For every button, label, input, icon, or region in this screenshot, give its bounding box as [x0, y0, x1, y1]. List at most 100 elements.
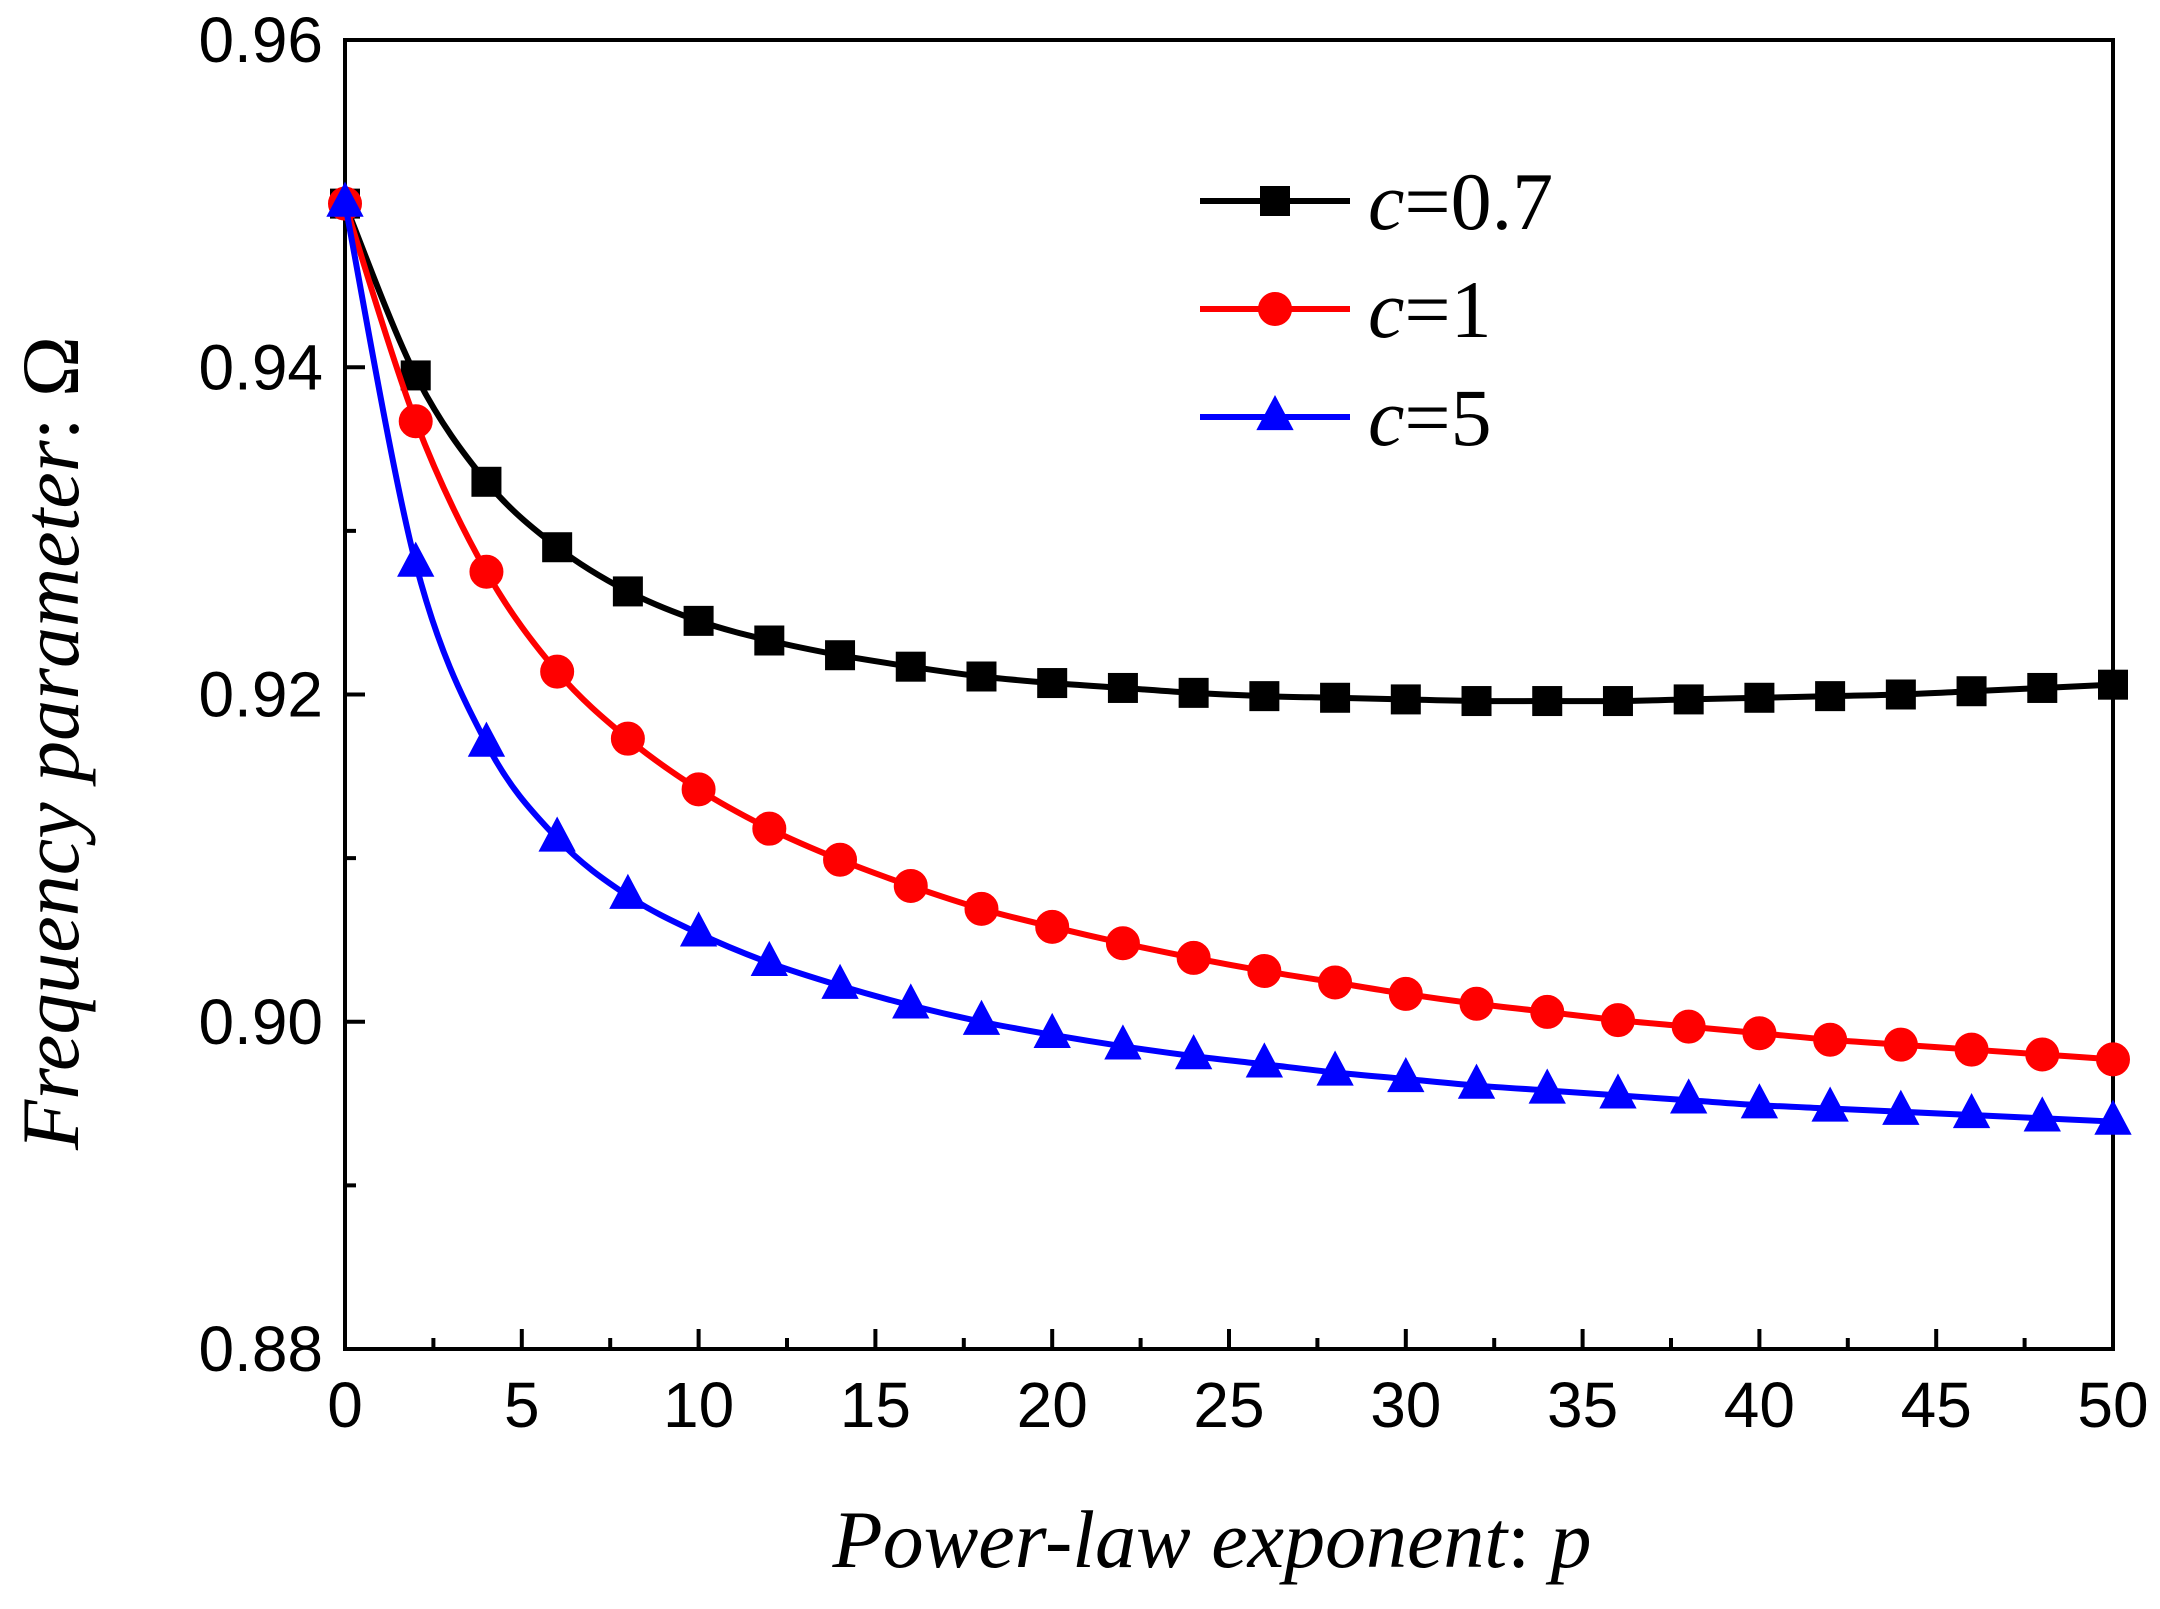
x-tick-label: 30: [1370, 1369, 1441, 1441]
x-tick-label: 50: [2077, 1369, 2148, 1441]
data-point: [1882, 1089, 1920, 1125]
x-tick-label: 15: [840, 1369, 911, 1441]
x-tick-label: 35: [1547, 1369, 1618, 1441]
legend-label: c=0.7: [1368, 156, 1553, 247]
legend-item: c=1: [1200, 264, 1492, 355]
series-square: [330, 188, 2128, 717]
legend-marker: [1260, 186, 1290, 216]
data-point: [469, 554, 504, 589]
x-tick-label: 10: [663, 1369, 734, 1441]
data-point: [1461, 686, 1492, 717]
data-point: [609, 873, 647, 909]
y-tick-label: 0.92: [198, 659, 323, 731]
data-point: [1033, 1012, 1071, 1048]
data-point: [1035, 909, 1070, 944]
data-point: [2027, 672, 2058, 703]
data-point: [1744, 682, 1775, 713]
legend-marker: [1256, 395, 1294, 431]
data-point: [825, 640, 856, 671]
axes: 0 5 10 15 20 25 30 35 40 45 50 0.88 0.90 0.92 0.94 0.96: [198, 4, 2148, 1441]
data-point: [1174, 1034, 1213, 1070]
data-point: [471, 466, 502, 497]
data-point: [1390, 684, 1421, 715]
data-point: [1885, 679, 1916, 710]
data-point: [542, 532, 573, 563]
data-point: [1178, 677, 1209, 708]
y-tick-label: 0.88: [198, 1313, 323, 1385]
data-point: [1954, 1032, 1989, 1067]
data-point: [326, 181, 364, 217]
y-axis-title: Frequency parameter: Ω: [5, 336, 96, 1151]
data-point: [1318, 965, 1353, 1000]
data-point: [1249, 681, 1280, 712]
x-tick-label: 20: [1017, 1369, 1088, 1441]
data-point: [2094, 1099, 2132, 1135]
data-point: [540, 654, 575, 689]
legend-variable: c: [1368, 264, 1404, 355]
data-point: [1670, 1078, 1708, 1114]
data-point: [1602, 686, 1633, 717]
y-tick-label: 0.96: [198, 4, 323, 76]
data-point: [1107, 672, 1138, 703]
data-point: [752, 811, 787, 846]
data-point: [1530, 994, 1565, 1029]
data-point: [964, 891, 999, 926]
data-point: [1457, 1063, 1496, 1099]
data-point: [1387, 1057, 1425, 1093]
series-line: [342, 202, 2114, 1063]
data-point: [1671, 1009, 1706, 1044]
legend-value: =5: [1404, 372, 1491, 463]
data-point: [679, 911, 718, 947]
data-point: [1742, 1016, 1777, 1051]
data-point: [1813, 1022, 1848, 1057]
data-point: [1037, 668, 1068, 699]
data-point: [1245, 1042, 1284, 1078]
data-point: [1176, 940, 1211, 975]
data-point: [538, 816, 576, 852]
y-tick-label: 0.94: [198, 331, 323, 403]
data-point: [895, 651, 926, 682]
data-point: [754, 625, 785, 656]
data-point: [1388, 976, 1423, 1011]
data-point: [1320, 682, 1351, 713]
legend-marker: [1258, 292, 1292, 326]
data-point: [1247, 954, 1282, 989]
series-line: [342, 203, 2114, 1125]
data-point: [1952, 1093, 1991, 1129]
y-tick-label: 0.90: [198, 986, 323, 1058]
data-point: [2098, 669, 2128, 700]
data-point: [2023, 1096, 2061, 1132]
legend-label: c=1: [1368, 264, 1492, 355]
series-triangle: [326, 181, 2132, 1135]
data-point: [610, 721, 645, 756]
data-point: [1811, 1086, 1849, 1122]
data-point: [1104, 1024, 1142, 1060]
data-point: [1105, 926, 1140, 961]
data-point: [750, 940, 788, 977]
data-point: [1532, 686, 1563, 717]
data-point: [1956, 676, 1987, 707]
data-point: [397, 541, 435, 577]
legend-value: =0.7: [1404, 156, 1553, 247]
data-point: [1528, 1068, 1566, 1104]
data-point: [2025, 1037, 2060, 1072]
x-tick-label: 25: [1193, 1369, 1264, 1441]
data-point: [1459, 986, 1494, 1021]
legend-value: =1: [1404, 264, 1491, 355]
x-tick-label: 45: [1901, 1369, 1972, 1441]
data-point: [893, 868, 928, 903]
data-point: [1815, 681, 1846, 712]
x-tick-label: 40: [1724, 1369, 1795, 1441]
data-point: [962, 999, 1001, 1035]
data-point: [823, 842, 858, 877]
legend-item: c=0.7: [1200, 156, 1553, 247]
legend-item: c=5: [1200, 372, 1492, 463]
data-point: [1599, 1073, 1637, 1109]
legend-variable: c: [1368, 372, 1404, 463]
data-point: [1883, 1027, 1918, 1062]
legend: c=0.7c=1c=5: [1200, 156, 1553, 463]
data-point: [892, 983, 930, 1019]
data-point: [683, 605, 714, 636]
legend-label: c=5: [1368, 372, 1492, 463]
